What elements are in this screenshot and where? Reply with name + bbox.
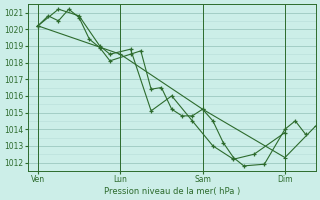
X-axis label: Pression niveau de la mer( hPa ): Pression niveau de la mer( hPa ) xyxy=(104,187,240,196)
